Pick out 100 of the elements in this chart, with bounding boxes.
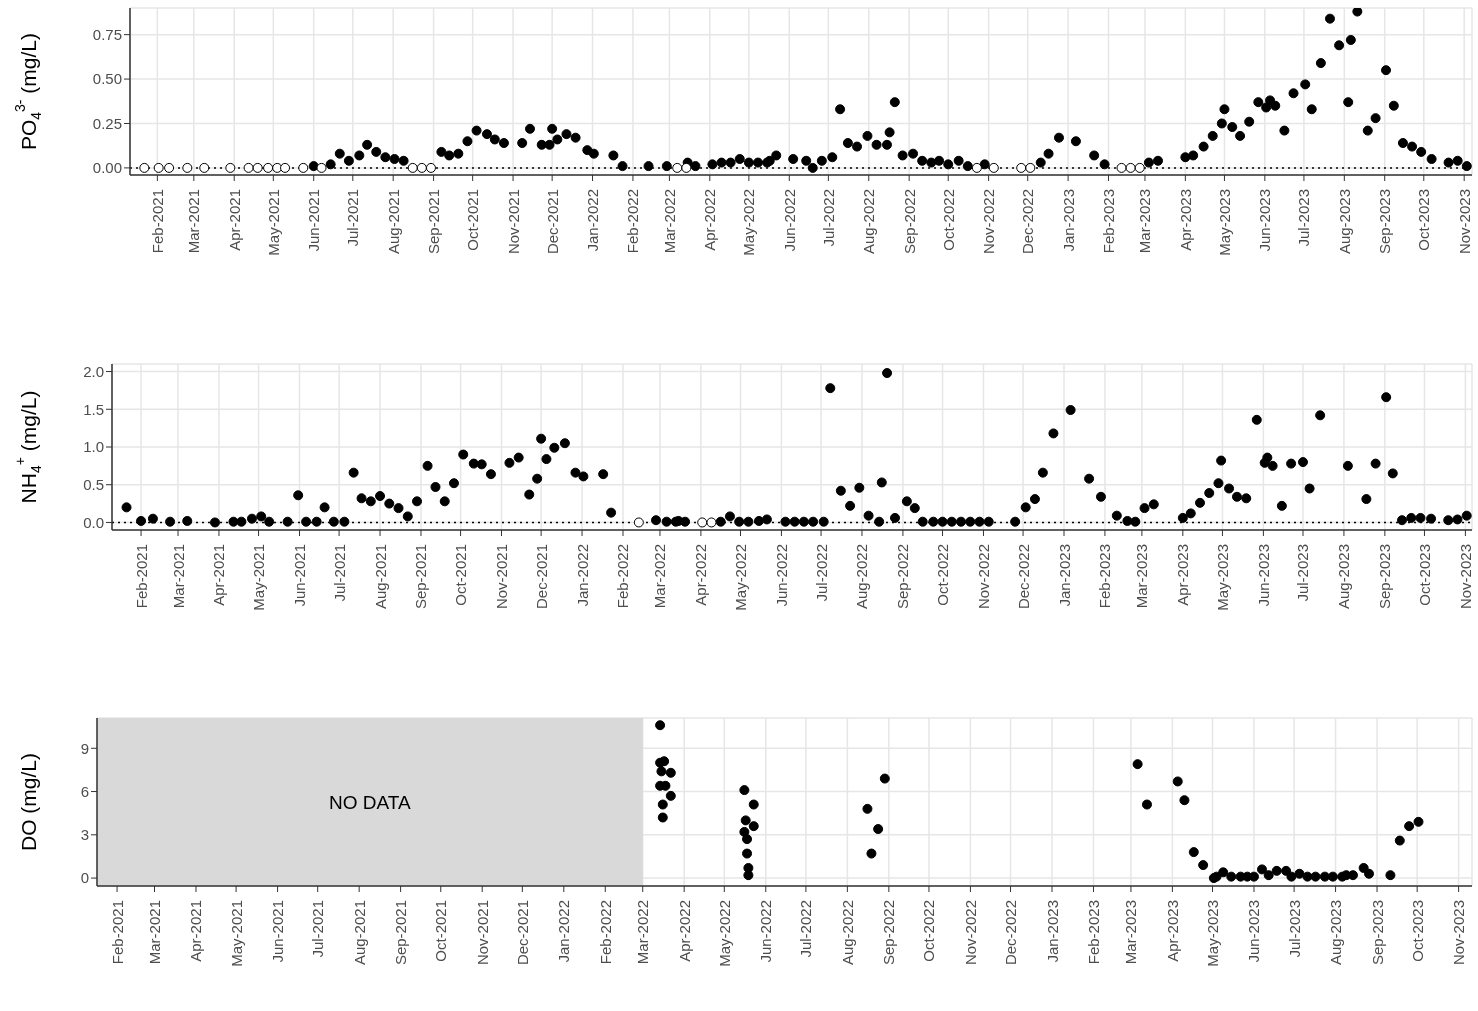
y-tick-label: 9 — [80, 739, 89, 757]
y-tick-label: 0.75 — [92, 25, 122, 43]
x-tick-label: Jul-2023 — [1294, 544, 1312, 602]
x-tick-label: Jan-2023 — [1059, 189, 1077, 252]
x-tick-label: Aug-2022 — [838, 900, 856, 966]
x-tick-label: May-2022 — [740, 189, 758, 256]
x-tick-label: Sep-2023 — [1376, 544, 1394, 610]
y-tick-label: 0.5 — [83, 476, 104, 494]
x-tick-label: Mar-2023 — [1122, 900, 1140, 965]
y-tick-label: 6 — [80, 782, 89, 800]
band-label: NO DATA — [329, 791, 411, 813]
x-tick-label: Mar-2022 — [660, 189, 678, 254]
x-tick-label: Sep-2022 — [880, 900, 898, 966]
x-tick-label: Apr-2023 — [1176, 189, 1194, 251]
x-tick-label: Jun-2021 — [269, 900, 287, 963]
x-tick-label: Aug-2023 — [1327, 900, 1345, 966]
x-tick-label: Nov-2022 — [980, 189, 998, 255]
x-tick-label: Jul-2022 — [812, 544, 830, 602]
x-tick-label: Aug-2021 — [350, 900, 368, 966]
x-tick-label: Feb-2022 — [624, 189, 642, 254]
x-tick-label: May-2023 — [1213, 544, 1231, 611]
x-tick-label: Nov-2023 — [1455, 189, 1473, 255]
x-tick-label: Mar-2021 — [146, 900, 164, 965]
x-tick-label: Apr-2022 — [675, 900, 693, 962]
x-tick-label: Sep-2023 — [1368, 900, 1386, 966]
x-tick-label: Jun-2022 — [772, 544, 790, 607]
x-tick-label: Feb-2021 — [108, 900, 126, 965]
x-tick-label: Oct-2021 — [432, 900, 450, 962]
x-tick-label: Oct-2021 — [452, 544, 470, 606]
x-tick-label: Aug-2022 — [860, 189, 878, 255]
x-tick-label: Feb-2023 — [1084, 900, 1102, 965]
x-tick-label: Jun-2021 — [291, 544, 308, 607]
x-tick-label: Jan-2022 — [584, 189, 602, 252]
x-tick-label: Jan-2022 — [573, 544, 591, 607]
x-tick-label: Dec-2022 — [1014, 544, 1032, 610]
x-tick-label: Dec-2021 — [543, 189, 561, 255]
x-tick-label: Oct-2023 — [1408, 900, 1426, 962]
x-tick-label: Mar-2022 — [651, 544, 669, 609]
x-tick-label: Mar-2023 — [1133, 544, 1151, 609]
x-tick-label: Feb-2023 — [1096, 544, 1114, 609]
y-tick-label: 1.0 — [83, 438, 104, 456]
x-tick-label: Nov-2023 — [1456, 544, 1474, 610]
x-tick-label: Aug-2023 — [1335, 544, 1353, 610]
x-tick-label: May-2022 — [715, 900, 733, 967]
x-tick-label: Oct-2022 — [920, 900, 938, 962]
x-tick-label: Jun-2023 — [1256, 189, 1274, 252]
x-tick-label: Jan-2022 — [555, 900, 573, 963]
x-tick-label: Nov-2021 — [473, 900, 491, 966]
x-tick-label: Jun-2021 — [305, 189, 323, 252]
x-tick-label: Nov-2023 — [1450, 900, 1468, 966]
x-tick-label: Jul-2022 — [819, 189, 837, 247]
x-tick-label: Feb-2022 — [596, 900, 614, 965]
x-tick-label: Jun-2022 — [757, 900, 775, 963]
x-tick-label: Apr-2022 — [692, 544, 710, 606]
x-tick-label: Feb-2021 — [132, 544, 150, 609]
x-tick-label: Apr-2021 — [225, 189, 243, 251]
x-tick-label: Jul-2021 — [330, 544, 348, 602]
x-tick-label: Sep-2023 — [1376, 189, 1394, 255]
y-tick-label: 0.50 — [92, 70, 122, 88]
x-tick-label: Jun-2023 — [1245, 900, 1263, 963]
x-tick-label: Dec-2022 — [1002, 900, 1020, 966]
x-tick-label: Oct-2022 — [934, 544, 952, 606]
x-tick-label: Sep-2021 — [412, 544, 430, 610]
x-tick-label: May-2023 — [1204, 900, 1222, 967]
x-tick-label: May-2022 — [732, 544, 749, 611]
x-tick-label: Nov-2021 — [493, 544, 511, 610]
x-tick-label: Aug-2021 — [371, 544, 389, 610]
x-tick-label: Apr-2021 — [210, 544, 228, 606]
x-tick-label: Apr-2022 — [701, 189, 719, 251]
x-tick-label: Oct-2023 — [1415, 189, 1433, 251]
x-tick-label: Nov-2022 — [961, 900, 979, 966]
x-tick-label: Mar-2023 — [1136, 189, 1154, 254]
x-tick-label: Jul-2021 — [344, 189, 362, 247]
x-tick-label: Apr-2021 — [187, 900, 205, 962]
x-tick-label: Oct-2023 — [1415, 544, 1433, 606]
x-tick-label: Dec-2022 — [1019, 189, 1037, 255]
x-tick-label: May-2021 — [250, 544, 268, 611]
y-axis-title: DO (mg/L) — [16, 752, 40, 852]
x-tick-label: Sep-2021 — [425, 189, 443, 255]
x-tick-label: Nov-2022 — [974, 544, 992, 610]
x-tick-label: Jul-2021 — [309, 900, 327, 958]
x-tick-label: Apr-2023 — [1174, 544, 1192, 606]
x-tick-label: Mar-2021 — [185, 189, 203, 254]
x-tick-label: Jun-2022 — [780, 189, 798, 252]
x-tick-label: Aug-2021 — [384, 189, 402, 255]
x-tick-label: Feb-2021 — [148, 189, 166, 254]
y-tick-label: 2.0 — [83, 362, 104, 380]
x-tick-label: Feb-2023 — [1099, 189, 1117, 254]
x-tick-label: Jan-2023 — [1043, 900, 1061, 963]
x-tick-label: Oct-2021 — [464, 189, 482, 251]
x-tick-label: Dec-2021 — [513, 900, 531, 966]
x-tick-label: Jul-2023 — [1285, 900, 1303, 958]
x-tick-label: Jun-2023 — [1254, 544, 1272, 607]
x-tick-label: Oct-2022 — [939, 189, 957, 251]
x-tick-label: Mar-2022 — [634, 900, 652, 965]
y-tick-label: 0.00 — [92, 159, 122, 177]
x-tick-label: Jan-2023 — [1055, 544, 1073, 607]
x-tick-label: Sep-2021 — [392, 900, 410, 966]
x-tick-label: Sep-2022 — [900, 189, 918, 255]
y-tick-label: 1.5 — [83, 400, 104, 418]
